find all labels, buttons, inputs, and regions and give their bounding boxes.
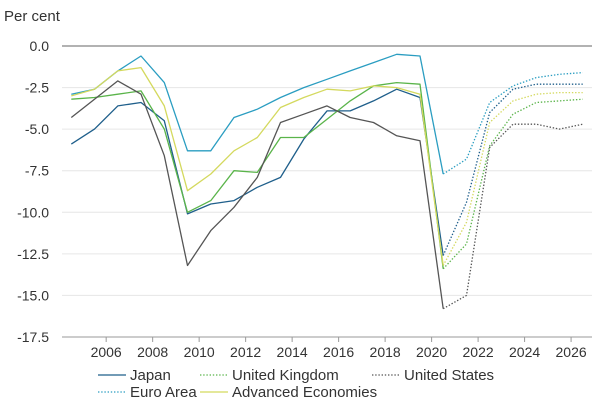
y-axis-label: Per cent: [4, 8, 61, 25]
y-tick-label: -10.0: [17, 204, 49, 220]
series-line-united-kingdom: [71, 81, 444, 269]
series-line-advanced-economies: [71, 66, 444, 266]
x-tick-label: 2024: [509, 344, 540, 360]
x-tick-label: 2012: [230, 344, 261, 360]
x-tick-label: 2006: [91, 344, 122, 360]
x-tick-label: 2010: [184, 344, 215, 360]
x-tick-label: 2008: [137, 344, 168, 360]
series-forecast-united-states: [442, 123, 583, 310]
gridlines: [62, 45, 592, 338]
legend: Japan United Kingdom United States Euro Are…: [98, 367, 494, 401]
series-line-united-states: [70, 80, 444, 309]
legend-label-united-kingdom: United Kingdom: [232, 367, 339, 384]
x-tick-label: 2026: [556, 344, 587, 360]
x-axis-ticks: 2006 2008 2010 2012 2014 2016 2018 2020 2022 2024…: [62, 336, 592, 360]
legend-label-advanced-economies: Advanced Economies: [232, 384, 377, 401]
series-line-euro-area: [71, 53, 444, 175]
x-tick-label: 2018: [370, 344, 401, 360]
x-tick-label: 2016: [323, 344, 354, 360]
series-forecast-japan: [442, 83, 583, 256]
legend-label-euro-area: Euro Area: [130, 384, 197, 401]
series-lines: [70, 53, 583, 310]
x-tick-label: 2020: [416, 344, 447, 360]
x-tick-label: 2014: [277, 344, 308, 360]
legend-label-japan: Japan: [130, 367, 171, 384]
x-tick-label: 2022: [463, 344, 494, 360]
y-tick-label: -15.0: [17, 287, 49, 303]
series-forecast-united-kingdom: [442, 98, 583, 270]
y-tick-label: -17.5: [17, 329, 49, 345]
y-axis-ticks: 0.0 -2.5 -5.0 -7.5 -10.0 -12.5 -15.0 -17.5: [17, 38, 49, 345]
y-tick-label: 0.0: [30, 38, 50, 54]
series-forecast-advanced-economies: [442, 91, 583, 266]
legend-label-united-states: United States: [404, 367, 494, 384]
y-tick-label: -7.5: [25, 163, 49, 179]
series-line-japan: [70, 88, 444, 256]
y-tick-label: -2.5: [25, 80, 49, 96]
y-tick-label: -12.5: [17, 246, 49, 262]
y-tick-label: -5.0: [25, 121, 49, 137]
